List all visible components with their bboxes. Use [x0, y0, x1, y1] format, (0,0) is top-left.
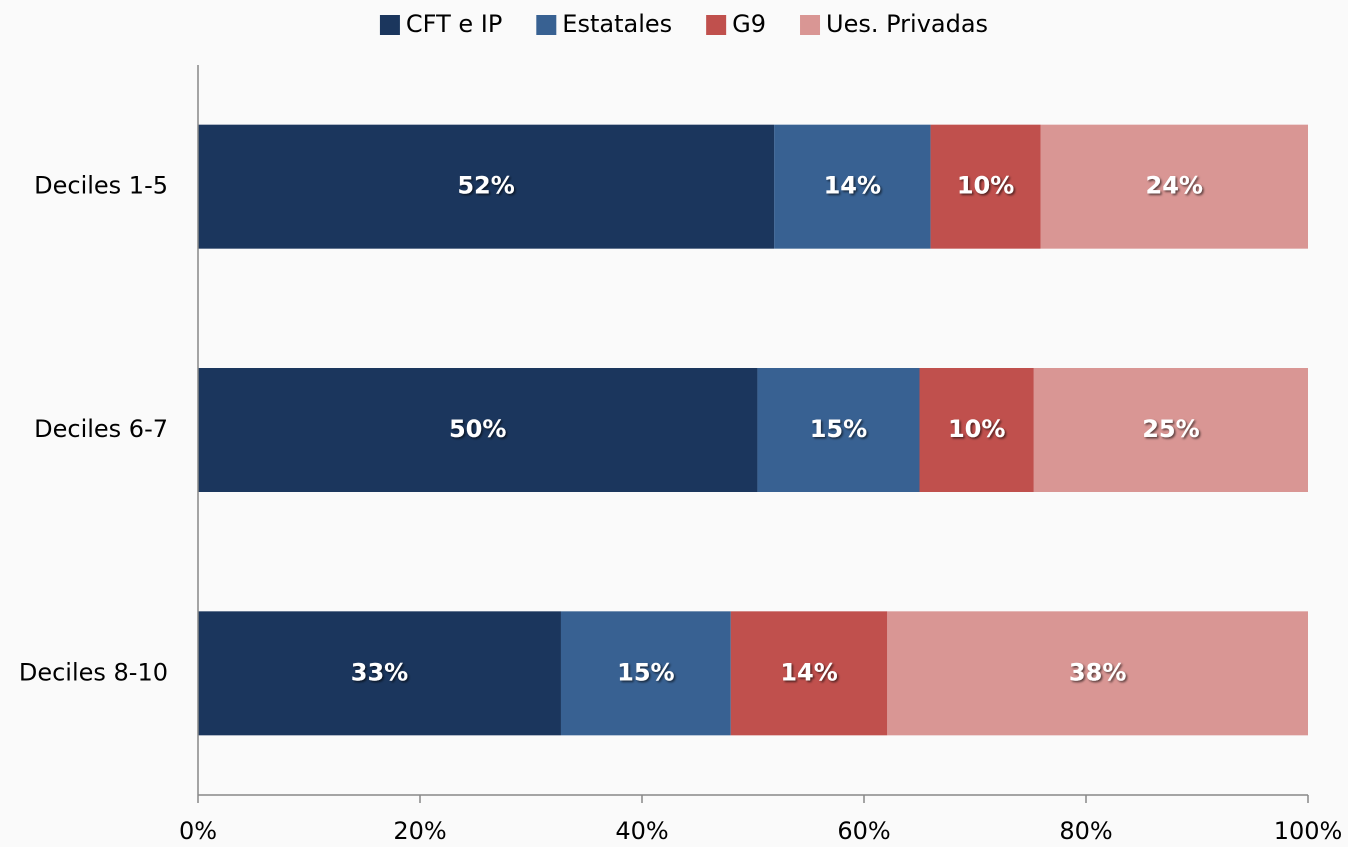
legend-swatch	[706, 15, 727, 35]
value-label: 14%	[824, 172, 881, 200]
x-tick-label: 80%	[1059, 817, 1112, 845]
bar-segment	[757, 368, 920, 492]
legend-swatch	[536, 15, 557, 35]
bar-segment	[198, 368, 758, 492]
legend-swatch	[379, 15, 400, 35]
legend-label: CFT e IP	[406, 10, 502, 38]
value-label: 25%	[1142, 415, 1199, 443]
x-tick-label: 60%	[837, 817, 890, 845]
legend-swatch	[800, 15, 821, 35]
y-tick-label: Deciles 8-10	[19, 658, 168, 686]
y-tick-label: Deciles 6-7	[34, 415, 168, 443]
value-label: 38%	[1069, 658, 1126, 686]
value-label: 50%	[449, 415, 506, 443]
bar-segment	[198, 124, 775, 249]
x-tick-label: 40%	[615, 817, 668, 845]
bar-segment	[774, 124, 931, 249]
value-label: 52%	[457, 172, 514, 200]
bar-segment	[887, 611, 1308, 736]
value-label: 14%	[780, 658, 837, 686]
x-tick-label: 0%	[179, 817, 217, 845]
y-tick-label: Deciles 1-5	[34, 172, 168, 200]
x-tick-label: 20%	[393, 817, 446, 845]
bar-segment	[730, 611, 888, 736]
legend-label: Ues. Privadas	[826, 10, 988, 38]
value-label: 10%	[957, 172, 1014, 200]
value-label: 24%	[1146, 172, 1203, 200]
bar-segment	[198, 611, 561, 736]
legend-label: G9	[732, 10, 766, 38]
bar-segment	[560, 611, 731, 736]
value-label: 10%	[948, 415, 1005, 443]
legend-label: Estatales	[562, 10, 672, 38]
bar-segment	[1040, 124, 1308, 249]
value-label: 15%	[617, 658, 674, 686]
x-tick-label: 100%	[1274, 817, 1343, 845]
value-label: 15%	[810, 415, 867, 443]
bar-segment	[919, 368, 1034, 492]
value-label: 33%	[351, 658, 408, 686]
bar-segment	[930, 124, 1041, 249]
bar-segment	[1033, 368, 1308, 492]
